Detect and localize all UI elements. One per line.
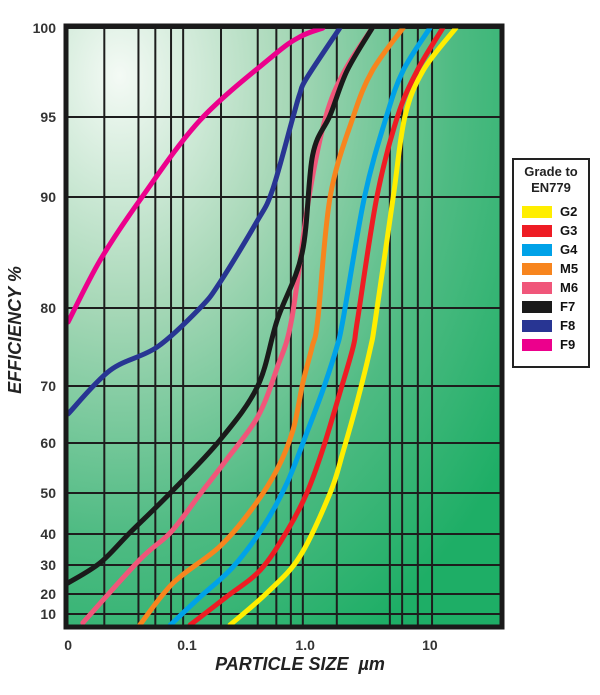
y-tick-label: 60 (40, 435, 56, 451)
y-tick-label: 40 (40, 526, 56, 542)
x-tick-label: 1.0 (295, 637, 315, 653)
legend-label: G2 (560, 204, 578, 219)
series-line-m5 (137, 25, 406, 628)
series-line-f7 (65, 25, 375, 586)
x-tick-label: 10 (422, 637, 438, 653)
legend-item-g4: G4 (522, 240, 588, 259)
legend-label: M5 (560, 261, 579, 276)
y-tick-labels: 100 95 90 80 70 60 50 40 30 20 10 (33, 20, 57, 622)
y-tick-label: 70 (40, 378, 56, 394)
legend-label: M6 (560, 280, 579, 295)
legend-swatch (522, 205, 552, 218)
series-line-g2 (227, 25, 459, 628)
series-line-m6 (80, 25, 375, 626)
legend-item-f7: F7 (522, 297, 588, 316)
plot-border (63, 23, 505, 630)
legend-swatch (522, 262, 552, 275)
legend-item-f9: F9 (522, 335, 588, 354)
legend: Grade to EN779 G2 G3 G4 M5 M6 F7 F8 F9 (512, 158, 590, 368)
x-tick-labels: 0 0.1 1.0 10 (64, 637, 438, 653)
y-tick-label: 95 (40, 109, 56, 125)
x-axis-title: PARTICLE SIZE µm (215, 654, 385, 674)
legend-swatch (522, 281, 552, 294)
legend-label: F9 (560, 337, 576, 352)
legend-item-g3: G3 (522, 221, 588, 240)
series-line-f9 (65, 25, 326, 325)
legend-swatch (522, 300, 552, 313)
x-tick-label: 0.1 (177, 637, 197, 653)
legend-swatch (522, 243, 552, 256)
legend-swatch (522, 224, 552, 237)
y-tick-label: 80 (40, 300, 56, 316)
y-tick-label: 30 (40, 557, 56, 573)
legend-item-f8: F8 (522, 316, 588, 335)
legend-swatch (522, 319, 552, 332)
legend-item-m5: M5 (522, 259, 588, 278)
y-tick-label: 10 (40, 606, 56, 622)
y-tick-label: 20 (40, 586, 56, 602)
legend-title-line2: EN779 (531, 180, 571, 195)
legend-title-line1: Grade to (524, 164, 578, 179)
y-axis-title: EFFICIENCY % (5, 266, 25, 394)
x-tick-label: 0 (64, 637, 72, 653)
legend-label: F8 (560, 318, 576, 333)
series-line-g3 (187, 25, 446, 628)
legend-label: G3 (560, 223, 578, 238)
series-lines (65, 25, 459, 628)
legend-swatch (522, 338, 552, 351)
y-tick-label: 50 (40, 485, 56, 501)
legend-item-m6: M6 (522, 278, 588, 297)
legend-label: F7 (560, 299, 576, 314)
y-tick-label: 90 (40, 189, 56, 205)
series-line-f8 (65, 25, 343, 417)
legend-title: Grade to EN779 (514, 164, 588, 196)
legend-item-g2: G2 (522, 202, 588, 221)
y-tick-label: 100 (33, 20, 57, 36)
legend-label: G4 (560, 242, 578, 257)
series-line-g4 (167, 25, 433, 628)
